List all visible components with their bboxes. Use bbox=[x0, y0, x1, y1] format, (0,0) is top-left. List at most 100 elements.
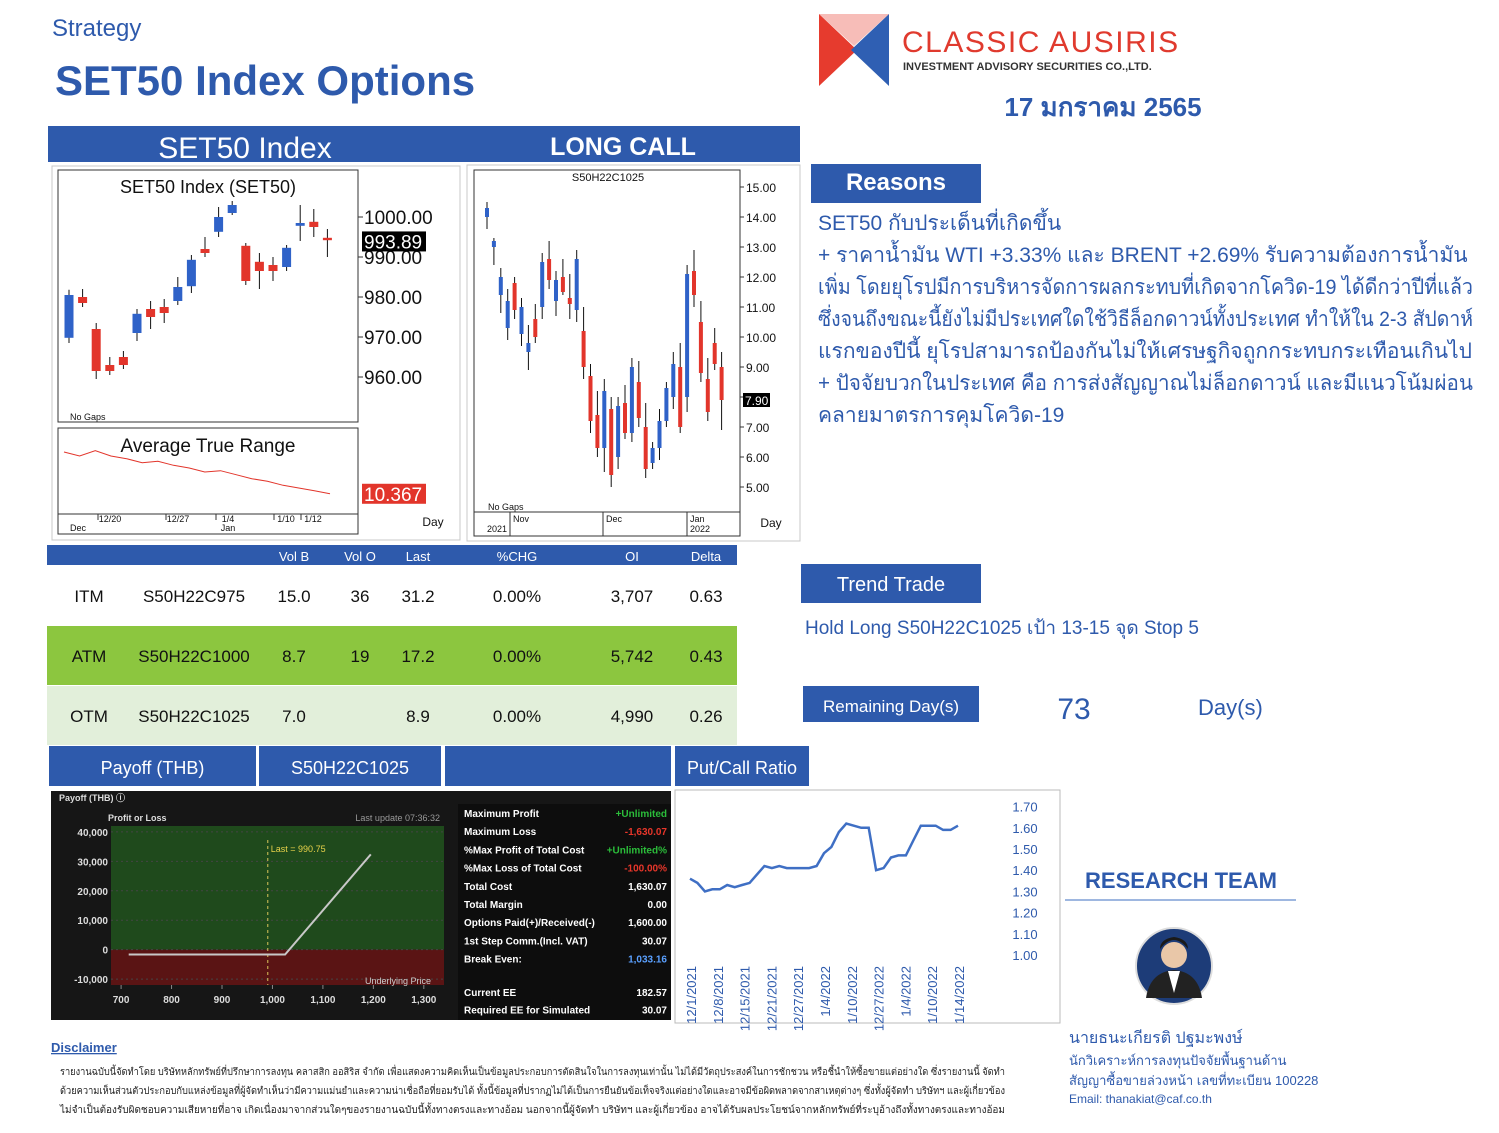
y-tick-label: 40,000 bbox=[77, 828, 108, 839]
x-month-label: Jan bbox=[690, 514, 705, 524]
candle-body bbox=[200, 249, 210, 253]
table-cell: 36 bbox=[351, 587, 370, 606]
reason-line: แรกของปีนี้ ยุโรปสามารถป้องกันไม่ให้เศรษ… bbox=[818, 336, 1472, 364]
panel-header: SET50 Index bbox=[158, 132, 331, 165]
x-tick-label: 1,100 bbox=[310, 995, 335, 1006]
x-month-label: Nov bbox=[513, 514, 530, 524]
table-cell: 4,990 bbox=[611, 707, 654, 726]
stat-label: Required EE for Simulated bbox=[464, 1006, 590, 1017]
label-text: Put/Call Ratio bbox=[687, 758, 797, 778]
analyst-role: สัญญาซื้อขายล่วงหน้า เลขที่ทะเบียน 10022… bbox=[1069, 1071, 1318, 1088]
stat-label: Options Paid(+)/Received(-) bbox=[464, 918, 595, 929]
candle-body bbox=[173, 287, 183, 301]
stat-value: -1,630.07 bbox=[625, 827, 668, 838]
reason-line: ซึ่งจนถึงขณะนี้ยังไม่มีประเทศใดใช้วิธีล็… bbox=[818, 304, 1473, 331]
chart-title: SET50 Index (SET50) bbox=[120, 177, 296, 197]
candle-body bbox=[322, 237, 332, 241]
label-box bbox=[445, 746, 671, 786]
candle-body bbox=[309, 221, 319, 227]
profit-zone bbox=[111, 826, 444, 950]
candle-body bbox=[186, 259, 196, 287]
candle-body bbox=[581, 331, 586, 367]
candle-body bbox=[595, 415, 600, 448]
stat-value: -100.00% bbox=[624, 864, 667, 875]
stat-label: Total Margin bbox=[464, 900, 523, 911]
label-text: Payoff (THB) bbox=[101, 758, 205, 778]
x-month-label: Dec bbox=[70, 523, 87, 533]
report-title: SET50 Index Options bbox=[55, 57, 475, 104]
candle-body bbox=[268, 265, 278, 271]
stat-value: 1,033.16 bbox=[628, 955, 667, 966]
stat-label: Current EE bbox=[464, 988, 517, 999]
period-label: Day bbox=[422, 515, 443, 529]
atr-line bbox=[63, 450, 331, 495]
table-cell: 19 bbox=[351, 647, 370, 666]
stat-label: %Max Loss of Total Cost bbox=[464, 864, 582, 875]
x-month-label: Dec bbox=[606, 514, 623, 524]
table-cell: 0.63 bbox=[689, 587, 722, 606]
plot-area bbox=[57, 169, 359, 423]
reason-line: เพิ่ม โดยยุโรปมีการบริหารจัดการผลกระทบที… bbox=[818, 272, 1473, 300]
chart-note: No Gaps bbox=[70, 412, 106, 422]
y-tick-label: 1.00 bbox=[1012, 948, 1037, 963]
candle-body bbox=[567, 298, 572, 304]
stat-label: Total Cost bbox=[464, 882, 513, 893]
candle-body bbox=[560, 277, 565, 292]
table-header: Vol O bbox=[344, 549, 376, 564]
candle-body bbox=[227, 205, 237, 213]
table-cell: 3,707 bbox=[611, 587, 654, 606]
x-tick-label: 1,300 bbox=[411, 995, 436, 1006]
candle-body bbox=[146, 309, 156, 317]
label-box bbox=[811, 164, 981, 203]
x-month-label: Jan bbox=[221, 523, 236, 533]
y-tick-label: 1.60 bbox=[1012, 821, 1037, 836]
table-header: %CHG bbox=[497, 549, 537, 564]
candle-body bbox=[588, 376, 593, 421]
candle-body bbox=[214, 217, 224, 232]
candle-body bbox=[498, 277, 503, 295]
x-tick-label: 1/4/2022 bbox=[898, 966, 913, 1017]
candle-body bbox=[698, 322, 703, 373]
y-tick-label: 980.00 bbox=[364, 288, 422, 309]
y-tick-label: 20,000 bbox=[77, 887, 108, 898]
x-tick-label: 1/10/2022 bbox=[925, 966, 940, 1024]
table-cell: S50H22C1000 bbox=[138, 647, 250, 666]
chart-subtitle: Profit or Loss bbox=[108, 813, 167, 823]
y-tick-label: 11.00 bbox=[746, 301, 775, 315]
table-header: Last bbox=[406, 549, 431, 564]
label-text: S50H22C1025 bbox=[291, 758, 409, 778]
candle-body bbox=[254, 261, 264, 271]
stat-value: 1,600.00 bbox=[628, 918, 667, 929]
label-box bbox=[801, 564, 981, 603]
table-cell: S50H22C1025 bbox=[138, 707, 250, 726]
candle-body bbox=[64, 295, 74, 338]
y-tick-label: 9.00 bbox=[746, 361, 770, 375]
remaining-unit: Day(s) bbox=[1198, 695, 1263, 720]
x-tick-label: 1/14/2022 bbox=[952, 966, 967, 1024]
candle-body bbox=[295, 223, 305, 226]
x-tick-label: 800 bbox=[163, 995, 180, 1006]
table-cell: S50H22C975 bbox=[143, 587, 245, 606]
stat-value: 1,630.07 bbox=[628, 882, 667, 893]
trend-trade-text: Hold Long S50H22C1025 เป้า 13-15 จุด Sto… bbox=[805, 618, 1199, 640]
candle-body bbox=[485, 208, 489, 217]
candle-body bbox=[650, 448, 655, 463]
candle-body bbox=[91, 329, 101, 371]
stat-value: 30.07 bbox=[642, 936, 667, 947]
candle-body bbox=[512, 283, 517, 310]
table-cell: ITM bbox=[74, 587, 103, 606]
table-cell: 8.9 bbox=[406, 707, 430, 726]
stat-label: Break Even: bbox=[464, 955, 522, 966]
candle-body bbox=[554, 280, 558, 301]
y-tick-label: 0 bbox=[102, 946, 108, 957]
candle-body bbox=[533, 319, 538, 337]
y-tick-label: 5.00 bbox=[746, 481, 770, 495]
candle-body bbox=[629, 367, 634, 433]
candle-body bbox=[636, 382, 641, 418]
reason-line: + ปัจจัยบวกในประเทศ คือ การส่งสัญญาณไม่ล… bbox=[818, 369, 1473, 395]
candle-body bbox=[526, 343, 531, 352]
candle-body bbox=[712, 343, 717, 364]
x-tick-label: 1/4/2022 bbox=[818, 966, 833, 1017]
panel-title: Payoff (THB) ⓘ bbox=[59, 792, 125, 803]
